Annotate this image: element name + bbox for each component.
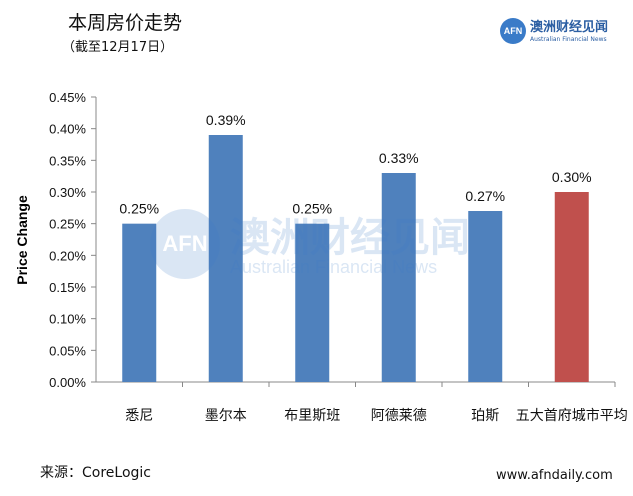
y-axis-label: Price Change xyxy=(14,195,30,285)
data-label: 0.33% xyxy=(379,150,419,166)
y-tick-label: 0.30% xyxy=(49,185,86,200)
website-url: www.afndaily.com xyxy=(496,468,613,483)
y-tick-label: 0.25% xyxy=(49,217,86,232)
y-tick-label: 0.05% xyxy=(49,343,86,358)
data-label: 0.25% xyxy=(292,201,332,217)
x-category-label: 阿德莱德 xyxy=(371,408,427,424)
chart-axes: 0.00% 0.05% 0.10% 0.15% 0.20% 0.25% 0.30% 0.35%… xyxy=(49,90,616,390)
bar xyxy=(381,173,416,382)
afn-logo-icon: AFN xyxy=(500,18,526,44)
data-label: 0.25% xyxy=(119,201,159,217)
y-tick-label: 0.00% xyxy=(49,375,86,390)
logo-name-cn: 澳洲财经见闻 xyxy=(530,20,609,35)
x-category-label: 悉尼 xyxy=(125,408,153,424)
x-category-label: 五大首府城市平均 xyxy=(516,407,628,424)
data-label: 0.39% xyxy=(206,112,246,128)
x-category-label: 墨尔本 xyxy=(205,408,247,424)
bar xyxy=(468,211,503,382)
data-label: 0.27% xyxy=(465,188,505,204)
logo-name-en: Australian Financial News xyxy=(530,36,607,43)
source-note: 来源：CoreLogic xyxy=(40,465,151,481)
bar xyxy=(122,223,157,382)
bar xyxy=(295,223,330,382)
y-tick-label: 0.15% xyxy=(49,280,86,295)
y-tick-label: 0.35% xyxy=(49,153,86,168)
x-category-label: 布里斯班 xyxy=(284,408,340,424)
y-tick-label: 0.40% xyxy=(49,122,86,137)
y-tick-label: 0.10% xyxy=(49,312,86,327)
bar xyxy=(554,192,589,382)
chart-title: 本周房价走势 xyxy=(68,12,183,34)
chart-bars xyxy=(122,135,589,382)
y-tick-label: 0.45% xyxy=(49,90,86,105)
x-category-label: 珀斯 xyxy=(471,408,499,424)
brand-logo: AFN 澳洲财经见闻 Australian Financial News xyxy=(500,16,625,48)
bar xyxy=(208,135,243,382)
chart-labels: 0.25% 悉尼 0.39% 墨尔本 0.25% 布里斯班 0.33% 阿德莱德 0.27% 珀斯… xyxy=(119,112,627,424)
y-tick-label: 0.20% xyxy=(49,248,86,263)
data-label: 0.30% xyxy=(552,169,592,185)
chart-subtitle: （截至12月17日） xyxy=(62,40,174,55)
